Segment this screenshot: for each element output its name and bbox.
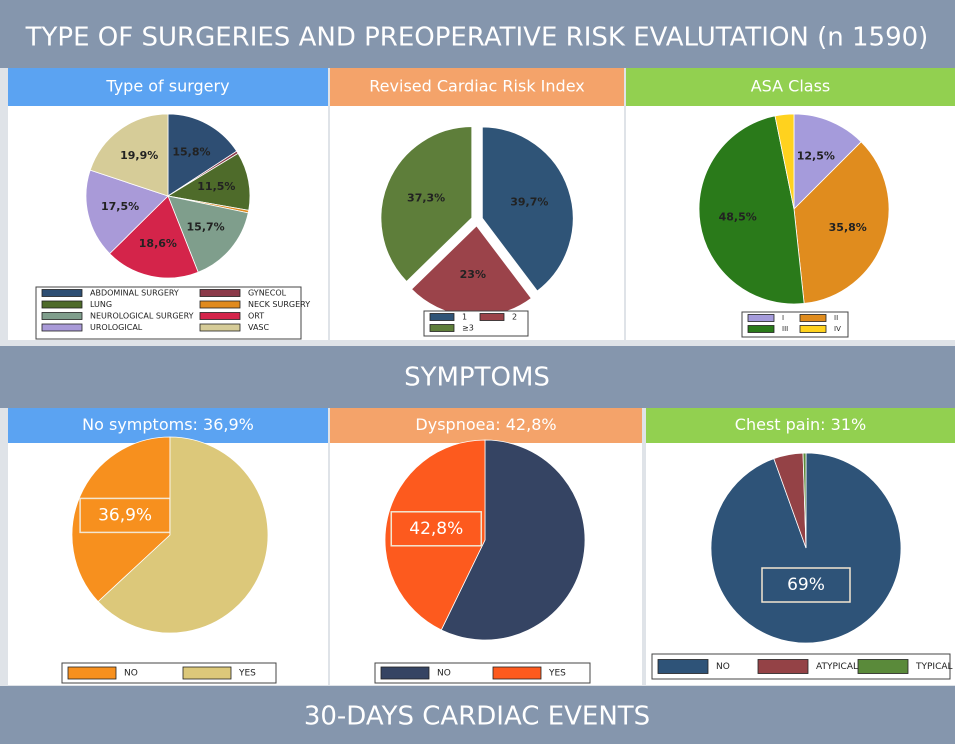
value-label: 35,8%: [829, 221, 867, 234]
legend-swatch: [380, 666, 430, 680]
value-label: 17,5%: [101, 200, 139, 213]
panel-title: Type of surgery: [105, 77, 229, 96]
legend-label: I: [782, 314, 784, 322]
legend-swatch: [747, 325, 775, 333]
pie-slice: [698, 115, 805, 305]
legend-swatch: [799, 325, 827, 333]
panel-header: [8, 68, 328, 106]
label-box: [390, 511, 483, 547]
value-label: 42,8%: [409, 519, 463, 539]
legend-label: ATYPICAL: [816, 662, 858, 672]
panel-title: Dyspnoea: 42,8%: [415, 415, 556, 434]
legend-label: UROLOGICAL: [90, 323, 143, 332]
legend-swatch: [199, 289, 241, 297]
value-label: 36,9%: [98, 505, 152, 525]
section-bar: [0, 346, 955, 408]
header-bar: [0, 0, 955, 68]
legend-swatch: [429, 324, 455, 332]
value-label: 18,6%: [139, 237, 177, 250]
legend-label: 1: [462, 313, 467, 322]
section-title: SYMPTOMS: [404, 363, 550, 393]
value-label: 39,7%: [510, 195, 548, 208]
panel-title: Revised Cardiac Risk Index: [369, 77, 584, 96]
pie-slice: [71, 436, 171, 603]
panel-title: No symptoms: 36,9%: [82, 415, 254, 434]
legend-swatch: [429, 313, 455, 321]
legend-label: ABDOMINAL SURGERY: [90, 289, 179, 298]
value-label: 37,3%: [407, 192, 445, 205]
legend-swatch: [479, 313, 505, 321]
legend-swatch: [657, 659, 709, 674]
legend-swatch: [41, 300, 83, 309]
label-box: [761, 567, 851, 603]
pie-slice: [379, 125, 474, 284]
legend-label: IV: [834, 325, 841, 333]
value-label: 11,5%: [197, 180, 235, 193]
section-title: 30-DAYS CARDIAC EVENTS: [304, 702, 650, 732]
pie-slice: [384, 439, 486, 631]
pie-slice: [89, 113, 169, 197]
legend-label: LUNG: [90, 300, 112, 309]
value-label: 15,8%: [172, 146, 210, 159]
value-label: 12,5%: [797, 149, 835, 162]
pie-slice: [793, 141, 890, 304]
legend-label: ORT: [248, 312, 264, 321]
panel-header: [330, 68, 624, 106]
header-title: TYPE OF SURGERIES AND PREOPERATIVE RISK …: [25, 23, 929, 53]
pie-slice: [109, 195, 199, 279]
panel-header: [330, 408, 642, 443]
legend-swatch: [747, 314, 775, 322]
legend-swatch: [67, 666, 117, 680]
panel-header: [646, 408, 955, 443]
legend-swatch: [41, 323, 83, 332]
legend-label: YES: [548, 669, 566, 679]
value-label: 15,7%: [187, 221, 225, 234]
legend-label: 2: [512, 313, 517, 322]
legend-label: NO: [437, 669, 451, 679]
panel-title: Chest pain: 31%: [735, 415, 866, 434]
pie-slice: [97, 436, 269, 634]
legend-swatch: [41, 289, 83, 297]
legend-swatch: [199, 312, 241, 320]
legend-label: YES: [238, 669, 256, 679]
legend-label: VASC: [248, 323, 270, 332]
pie-slice: [440, 439, 586, 641]
legend-label: II: [834, 314, 838, 322]
legend-swatch: [857, 659, 909, 674]
legend-label: NEUROLOGICAL SURGERY: [90, 312, 194, 321]
legend-label: TYPICAL: [915, 662, 953, 672]
pie-slice: [480, 125, 575, 294]
legend-label: III: [782, 325, 788, 333]
legend-label: ≥3: [462, 324, 474, 333]
pie-slice: [793, 113, 862, 210]
value-label: 48,5%: [719, 211, 757, 224]
value-label: 19,9%: [120, 149, 158, 162]
annotation: 69%: [787, 575, 825, 595]
legend-swatch: [799, 314, 827, 322]
legend-label: GYNECOL: [248, 289, 287, 298]
legend-swatch: [41, 312, 83, 320]
pie-slice: [167, 113, 238, 197]
pie-slice: [774, 113, 795, 210]
legend-label: NO: [124, 669, 138, 679]
pie-slice: [802, 452, 807, 549]
pie-slice: [85, 169, 169, 255]
value-label: 23%: [460, 268, 486, 281]
legend-swatch: [492, 666, 542, 680]
panel-header: [626, 68, 955, 106]
legend-swatch: [199, 323, 241, 332]
panel-title: ASA Class: [751, 77, 831, 96]
legend-swatch: [182, 666, 232, 680]
legend-label: NO: [716, 662, 730, 672]
legend-label: NECK SURGERY: [248, 300, 310, 309]
legend-swatch: [199, 300, 241, 309]
pie-slice: [167, 195, 249, 273]
legend-swatch: [757, 659, 809, 674]
section-bar: [0, 686, 955, 744]
